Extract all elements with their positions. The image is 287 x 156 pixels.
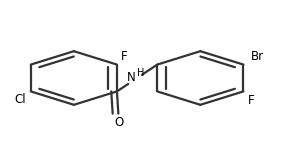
Text: Br: Br	[251, 50, 264, 63]
Text: Cl: Cl	[14, 93, 26, 106]
Text: F: F	[121, 50, 127, 63]
Text: O: O	[114, 116, 123, 129]
Text: F: F	[248, 94, 255, 107]
Text: N: N	[127, 71, 135, 84]
Text: H: H	[137, 68, 145, 78]
